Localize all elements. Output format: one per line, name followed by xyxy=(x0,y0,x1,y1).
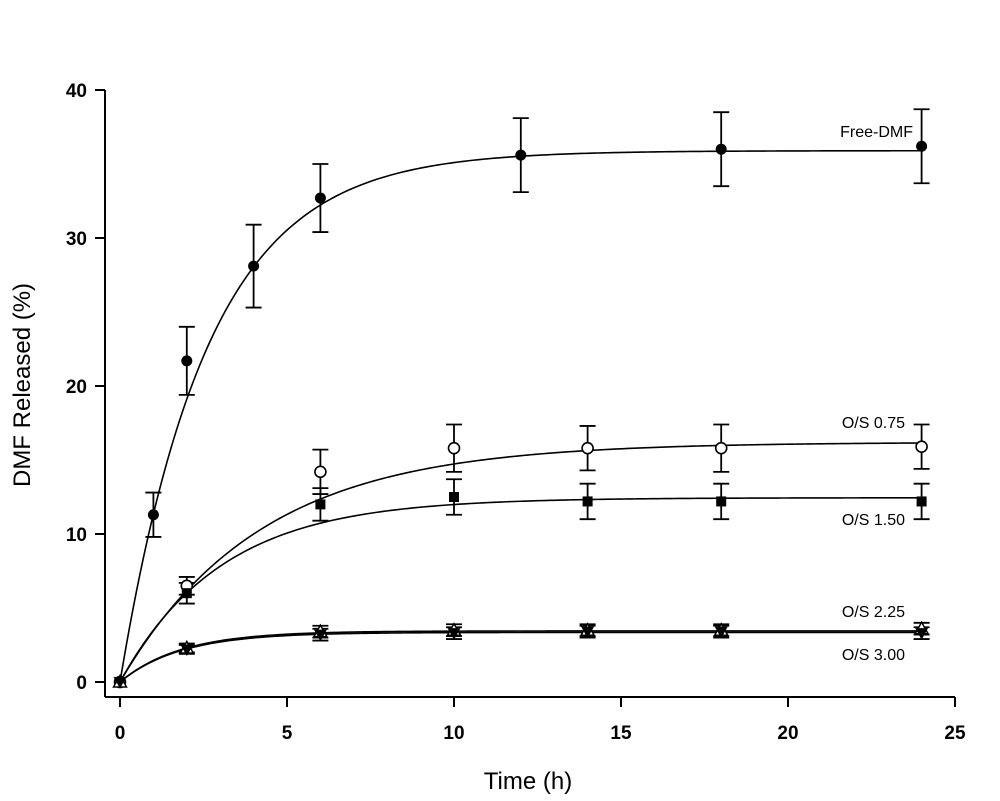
series-labels: Free-DMF O/S 0.75 O/S 1.50 O/S 2.25 O/S 3.00 xyxy=(840,124,913,664)
data-point-free-dmf xyxy=(147,509,159,521)
y-tick-label: 20 xyxy=(66,377,87,398)
data-point-free-dmf xyxy=(916,140,928,152)
data-point-free-dmf xyxy=(181,355,193,367)
y-tick-label: 10 xyxy=(66,525,87,546)
x-tick-label: 15 xyxy=(610,723,632,744)
series-label-free-dmf: Free-DMF xyxy=(840,124,913,141)
data-point-free-dmf xyxy=(314,192,326,204)
fit-curve-o-s-0-75 xyxy=(119,442,922,683)
data-point-o-s-0-75 xyxy=(314,465,327,479)
data-markers xyxy=(112,140,930,689)
data-point-o-s-3-00 xyxy=(447,628,461,640)
data-point-free-dmf xyxy=(715,143,727,155)
data-point-o-s-1-50 xyxy=(449,492,459,502)
data-point-o-s-1-50 xyxy=(181,588,192,599)
data-point-o-s-3-00 xyxy=(915,628,929,640)
x-tick-label: 10 xyxy=(443,723,464,744)
x-tick-label: 25 xyxy=(944,723,966,744)
x-axis-title: Time (h) xyxy=(484,768,572,795)
data-point-o-s-3-00 xyxy=(180,644,194,656)
series-label-o-s-0-75: O/S 0.75 xyxy=(842,415,905,432)
data-point-free-dmf xyxy=(248,260,260,272)
series-label-o-s-2-25: O/S 2.25 xyxy=(842,604,905,621)
fit-curve-free-dmf xyxy=(119,149,922,683)
data-point-o-s-3-00 xyxy=(581,626,595,639)
data-point-o-s-3-00 xyxy=(113,677,127,689)
y-tick-label: 30 xyxy=(66,229,87,250)
error-bars xyxy=(145,108,930,655)
fit-curve-o-s-1-50 xyxy=(119,497,922,683)
data-point-o-s-0-75 xyxy=(714,441,728,455)
y-tick-label: 40 xyxy=(66,81,87,102)
data-point-o-s-0-75 xyxy=(581,441,594,455)
axes: 0 5 10 15 20 25 0 10 20 30 40 xyxy=(66,81,966,744)
data-point-o-s-1-50 xyxy=(315,499,326,510)
data-point-o-s-0-75 xyxy=(447,441,461,455)
data-point-o-s-1-50 xyxy=(916,496,927,507)
data-point-o-s-0-75 xyxy=(915,440,928,453)
data-point-o-s-3-00 xyxy=(313,629,327,642)
data-point-o-s-1-50 xyxy=(582,496,593,507)
x-tick-label: 0 xyxy=(115,723,126,744)
fit-curves xyxy=(119,149,922,683)
fit-curve-o-s-2-25 xyxy=(119,630,922,683)
y-tick-label: 0 xyxy=(76,673,87,694)
fit-curve-o-s-3-00 xyxy=(119,631,922,683)
data-point-free-dmf xyxy=(515,149,527,161)
x-tick-label: 20 xyxy=(777,723,798,744)
x-tick-label: 5 xyxy=(282,723,293,744)
series-label-o-s-1-50: O/S 1.50 xyxy=(842,512,905,529)
data-point-o-s-1-50 xyxy=(716,496,727,507)
y-axis-title: DMF Released (%) xyxy=(9,283,36,487)
series-label-o-s-3-00: O/S 3.00 xyxy=(842,647,905,664)
data-point-o-s-3-00 xyxy=(714,626,728,639)
